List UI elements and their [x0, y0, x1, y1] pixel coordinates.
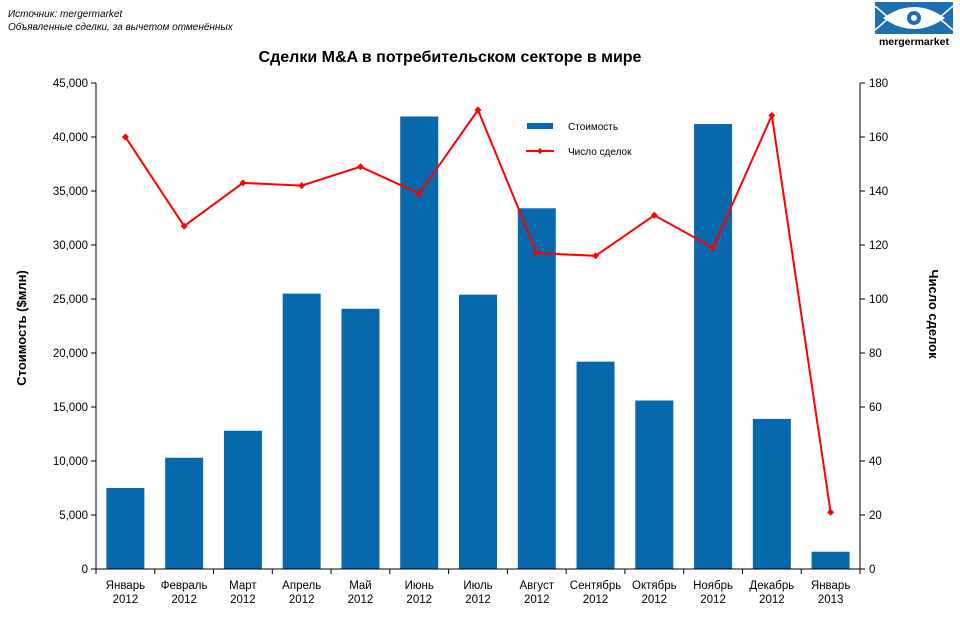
- line-point: [533, 249, 541, 257]
- bar: [576, 361, 615, 569]
- x-tick-label: Январь 2013: [811, 580, 850, 606]
- bar-series: [106, 116, 850, 569]
- bar: [811, 551, 850, 569]
- bar: [223, 430, 262, 569]
- line-point: [356, 163, 364, 171]
- x-tick-label: Октябрь 2012: [632, 580, 677, 606]
- y2-axis-ticks: 0 20 40 60 80 100 120 140 160 180: [860, 78, 888, 576]
- y-tick-label: 25,000: [53, 294, 88, 306]
- y-axis-ticks: 0 5,000 10,000 15,000 20,000 25,000 30,000 35,0…: [53, 78, 96, 576]
- legend-bar-label: Стоимость: [568, 122, 618, 133]
- line-point: [180, 222, 188, 230]
- y-tick-label: 15,000: [53, 402, 88, 414]
- y-tick-label: 40,000: [53, 132, 88, 144]
- line-point: [650, 211, 658, 219]
- y2-tick-label: 160: [869, 132, 888, 144]
- x-tick-label: Май 2012: [348, 580, 374, 606]
- y-tick-label: 30,000: [53, 240, 88, 252]
- line-point: [709, 244, 717, 252]
- y2-tick-label: 100: [869, 294, 888, 306]
- logo-eye-icon: [875, 2, 953, 34]
- line-point: [592, 252, 600, 260]
- subtitle-note: Объявленные сделки, за вычетом отменённы…: [8, 22, 233, 33]
- y-tick-label: 5,000: [59, 510, 88, 522]
- x-tick-label: Январь 2012: [106, 580, 145, 606]
- bar: [517, 208, 556, 569]
- line-point: [121, 133, 129, 141]
- y2-tick-label: 140: [869, 186, 888, 198]
- line-point: [827, 508, 835, 516]
- x-axis-ticks: Январь 2012 Февраль 2012 Март 2012 Апрель 2012 М…: [95, 569, 861, 606]
- bar: [694, 124, 733, 569]
- axes: [95, 83, 861, 570]
- legend: Стоимость Число сделок: [526, 122, 632, 158]
- bar: [459, 294, 497, 569]
- bar: [635, 400, 674, 569]
- y2-tick-label: 180: [869, 78, 888, 90]
- line-point: [474, 106, 482, 114]
- x-tick-label: Декабрь 2012: [749, 580, 794, 606]
- y-tick-label: 20,000: [53, 348, 88, 360]
- y2-tick-label: 120: [869, 240, 888, 252]
- x-tick-label: Август 2012: [519, 580, 554, 606]
- y2-tick-label: 60: [869, 402, 882, 414]
- source-note: Источник: mergermarket: [8, 9, 123, 20]
- chart-title: Сделки M&A в потребительском секторе в м…: [259, 49, 642, 66]
- y2-tick-label: 80: [869, 348, 882, 360]
- y2-tick-label: 20: [869, 510, 882, 522]
- y-tick-label: 45,000: [53, 78, 88, 90]
- bar: [106, 488, 145, 569]
- line-point: [298, 182, 306, 190]
- line-point: [415, 190, 423, 198]
- y2-tick-label: 0: [869, 564, 875, 576]
- mergermarket-logo: mergermarket: [875, 2, 953, 52]
- line-point: [239, 179, 247, 187]
- x-tick-label: Июнь 2012: [405, 580, 434, 606]
- bar: [752, 418, 791, 569]
- logo-text: mergermarket: [878, 36, 950, 48]
- line-series: [121, 106, 835, 516]
- bar: [282, 293, 321, 569]
- x-tick-label: Февраль 2012: [161, 580, 208, 606]
- bar: [165, 457, 204, 569]
- x-tick-label: Сентябрь 2012: [570, 580, 622, 606]
- legend-bar-swatch: [527, 123, 553, 129]
- y-tick-label: 10,000: [53, 456, 88, 468]
- x-tick-label: Июль 2012: [463, 580, 492, 606]
- y2-axis-title: Число сделок: [926, 269, 941, 359]
- bar: [400, 116, 439, 569]
- x-tick-label: Март 2012: [229, 580, 257, 606]
- y-tick-label: 35,000: [53, 186, 88, 198]
- x-tick-label: Ноябрь 2012: [693, 580, 733, 606]
- x-tick-label: Апрель 2012: [282, 580, 321, 606]
- y-axis-title: Стоимость ($млн): [14, 270, 29, 386]
- bar: [341, 308, 380, 569]
- y-tick-label: 0: [82, 564, 88, 576]
- line-point: [768, 111, 776, 119]
- y2-tick-label: 40: [869, 456, 882, 468]
- legend-line-marker: [537, 148, 543, 154]
- legend-line-label: Число сделок: [568, 147, 632, 158]
